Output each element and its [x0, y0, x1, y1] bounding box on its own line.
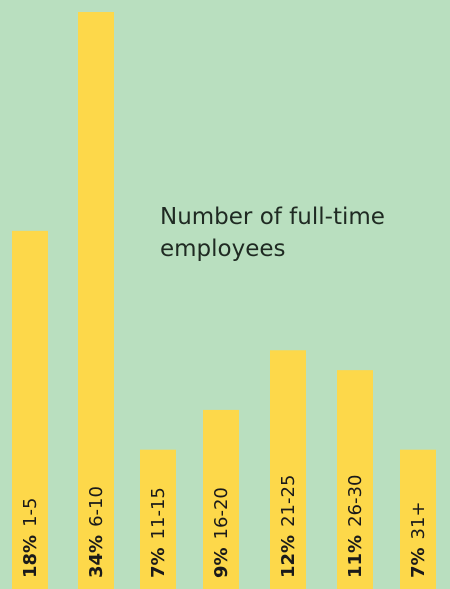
- category-label: 26-30: [345, 475, 366, 527]
- bar-label: 7% 11-15: [148, 487, 169, 578]
- value-label: 12%: [278, 535, 299, 578]
- bar-label: 12% 21-25: [278, 475, 299, 578]
- bar-label: 11% 26-30: [345, 475, 366, 578]
- bar-label: 9% 16-20: [211, 487, 232, 578]
- bar-label: 7%31+: [408, 501, 429, 578]
- bar: [400, 449, 436, 589]
- category-label: 11-15: [148, 487, 169, 539]
- title-line: employees: [160, 236, 286, 262]
- value-label: 7%: [148, 547, 169, 578]
- bar: [12, 230, 48, 589]
- category-label: 1-5: [20, 498, 41, 527]
- category-label: 31+: [408, 501, 429, 539]
- category-label: 16-20: [211, 487, 232, 539]
- bars: [12, 12, 436, 589]
- category-label: 6-10: [86, 486, 107, 527]
- chart-title: Number of full-time employees: [160, 204, 385, 262]
- bar: [270, 350, 306, 589]
- title-line: Number of full-time: [160, 204, 385, 230]
- bar-label: 18%1-5: [20, 498, 41, 579]
- value-label: 34%: [86, 535, 107, 578]
- category-label: 21-25: [278, 475, 299, 527]
- value-label: 11%: [345, 535, 366, 578]
- bar-label: 34% 6-10: [86, 486, 107, 578]
- value-label: 18%: [20, 535, 41, 578]
- value-label: 7%: [408, 547, 429, 578]
- bar: [78, 12, 114, 589]
- value-label: 9%: [211, 547, 232, 578]
- bar: [203, 409, 239, 589]
- bar: [337, 370, 373, 589]
- bar: [140, 449, 176, 589]
